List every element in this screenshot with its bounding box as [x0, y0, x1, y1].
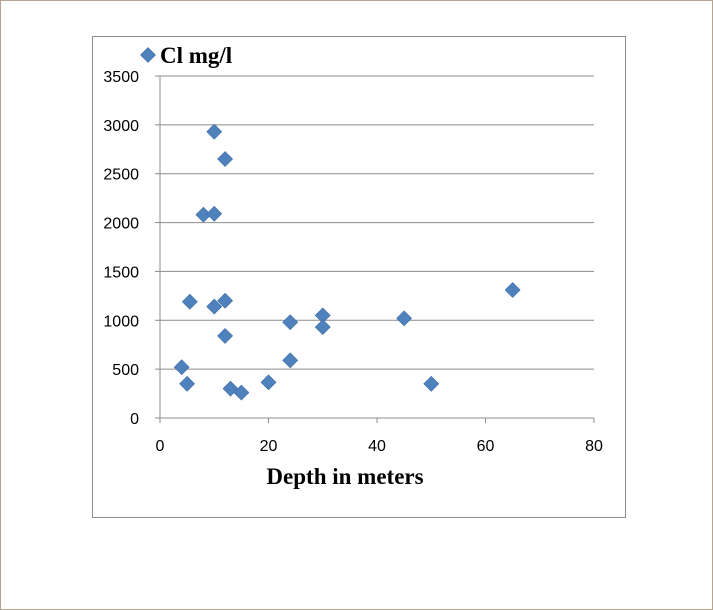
- y-tick-label: 3000: [103, 118, 139, 135]
- y-tick-label: 2500: [103, 167, 139, 184]
- x-tick-label: 80: [585, 438, 603, 455]
- data-point: [206, 205, 223, 222]
- data-point: [260, 374, 277, 391]
- x-tick-label: 20: [260, 438, 278, 455]
- y-tick-label: 1000: [103, 313, 139, 330]
- legend: Cl mg/l: [140, 43, 232, 68]
- legend-label: Cl mg/l: [160, 43, 232, 68]
- x-axis-label: Depth in meters: [266, 464, 423, 489]
- data-point: [173, 359, 190, 376]
- data-point: [217, 292, 234, 309]
- data-point: [423, 375, 440, 392]
- y-tick-label: 500: [112, 362, 139, 379]
- x-tick-label: 0: [156, 438, 165, 455]
- data-point: [396, 310, 413, 327]
- data-point: [282, 352, 299, 369]
- data-point: [206, 298, 223, 315]
- y-tick-labels: 0 500 1000 1500 2000 2500 3000 3500: [103, 69, 139, 428]
- data-point: [181, 293, 198, 310]
- axes: [155, 75, 595, 423]
- y-tick-label: 1500: [103, 264, 139, 281]
- data-point: [222, 380, 239, 397]
- data-point: [217, 151, 234, 167]
- y-tick-label: 0: [130, 411, 139, 428]
- legend-marker-diamond: [140, 47, 156, 63]
- x-tick-label: 60: [477, 438, 495, 455]
- data-point: [179, 375, 196, 392]
- y-tick-label: 2000: [103, 216, 139, 233]
- data-point: [233, 384, 250, 401]
- data-point: [217, 327, 234, 344]
- data-point: [206, 123, 223, 140]
- y-tick-label: 3500: [103, 69, 139, 86]
- data-point: [504, 282, 521, 298]
- data-points: [173, 123, 521, 401]
- x-tick-labels: 0 20 40 60 80: [156, 438, 603, 455]
- x-tick-label: 40: [368, 438, 386, 455]
- data-point: [314, 319, 331, 336]
- data-point: [282, 314, 299, 331]
- chart-area: [92, 36, 626, 518]
- gridlines: [160, 75, 594, 370]
